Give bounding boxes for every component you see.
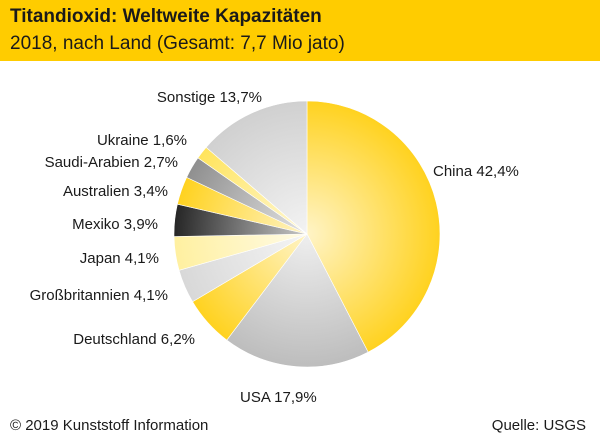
pie-slice-sonstige [205, 100, 308, 235]
pie-chart: China 42,4% USA 17,9% Deutschland 6,2% Groß… [30, 89, 519, 406]
slice-label-saudi-arabien: Saudi-Arabien 2,7% [45, 154, 178, 171]
chart-subtitle: 2018, nach Land (Gesamt: 7,7 Mio jato) [10, 33, 345, 54]
slice-label-sonstige: Sonstige 13,7% [157, 89, 262, 106]
slice-label-mexiko: Mexiko 3,9% [72, 216, 158, 233]
chart-title: Titandioxid: Weltweite Kapazitäten [10, 6, 322, 27]
slice-label-deutschland: Deutschland 6,2% [73, 331, 195, 348]
header-bar: Titandioxid: Weltweite Kapazitäten 2018,… [0, 0, 600, 61]
slice-label-ukraine: Ukraine 1,6% [97, 132, 187, 149]
slice-label-china: China 42,4% [433, 163, 519, 180]
slice-label-australien: Australien 3,4% [63, 183, 168, 200]
slice-label-japan: Japan 4,1% [80, 250, 159, 267]
pie-slice-usa [226, 233, 369, 368]
slice-label-gro-britannien: Großbritannien 4,1% [30, 287, 168, 304]
slice-label-usa: USA 17,9% [240, 389, 317, 406]
copyright-note: © 2019 Kunststoff Information [10, 417, 209, 434]
source-note: Quelle: USGS [491, 417, 586, 434]
pie-slice-china [306, 100, 441, 353]
